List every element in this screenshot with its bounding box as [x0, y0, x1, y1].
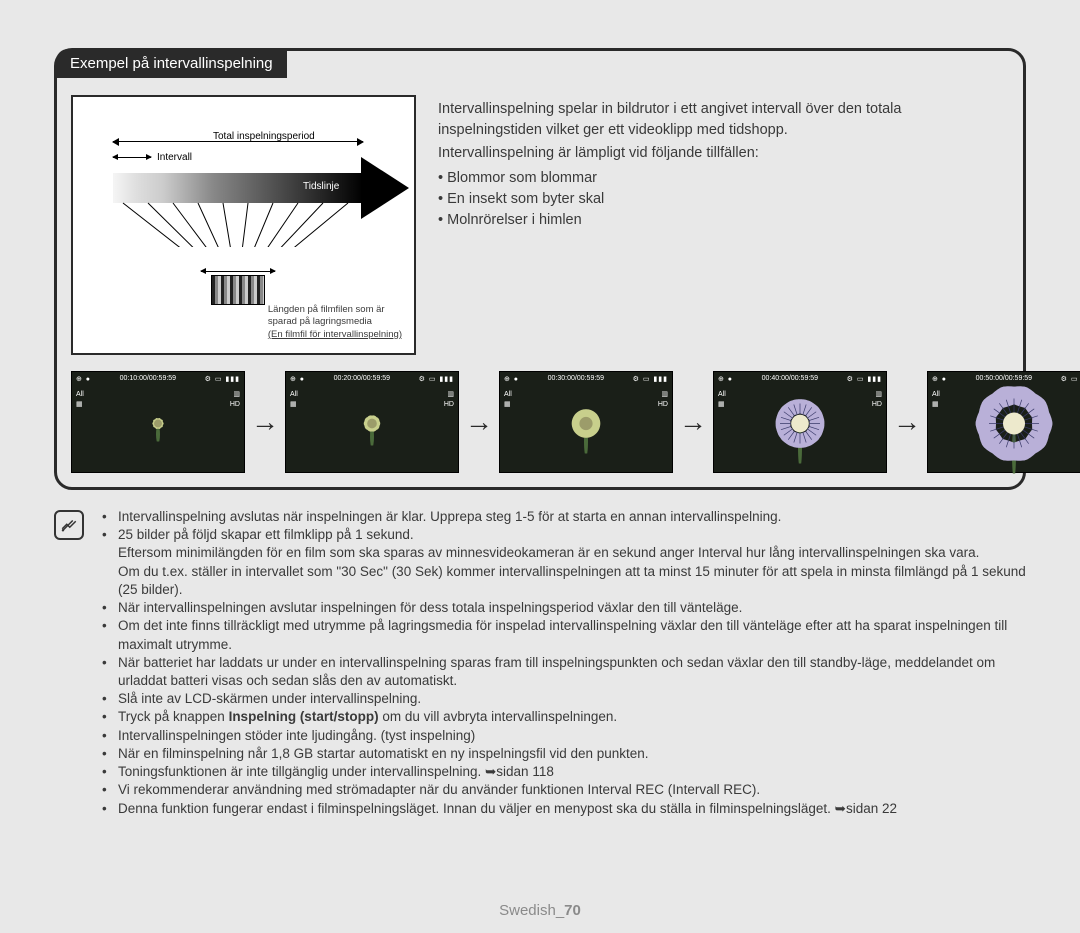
note-item: När intervallinspelningen avslutar inspe…	[102, 599, 1026, 617]
note-item: 25 bilder på följd skapar ett filmklipp …	[102, 526, 1026, 599]
bullet-1: En insekt som byter skal	[438, 189, 1009, 210]
file-strip	[211, 275, 265, 305]
thumbnail: ⊕ ●00:30:00/00:59:59⚙ ▭ ▮▮▮ All▦ ▥HD	[499, 371, 673, 473]
note-item: När en filminspelning når 1,8 GB startar…	[102, 745, 1026, 763]
bullet-2: Molnrörelser i himlen	[438, 210, 1009, 231]
note-item: Vi rekommenderar användning med strömada…	[102, 781, 1026, 799]
interval-diagram: Total inspelningsperiod Intervall Tidsli…	[71, 95, 416, 355]
thumbnail: ⊕ ●00:50:00/00:59:59⚙ ▭ ▮▮▮ All▦ ▥HD	[927, 371, 1080, 473]
arrow-right-icon: →	[251, 406, 279, 438]
diagram-caption: Längden på filmfilen som är sparad på la…	[268, 304, 402, 341]
footer-page: 70	[564, 902, 581, 919]
thumbnail-row: ⊕ ●00:10:00/00:59:59⚙ ▭ ▮▮▮ All▦ ▥HD → ⊕…	[71, 371, 1009, 473]
caption-line-3: (En filmfil för intervallinspelning)	[268, 329, 402, 341]
desc-bullets: Blommor som blommar En insekt som byter …	[438, 168, 1009, 231]
footer-sep: _	[556, 902, 564, 919]
example-panel: Exempel på intervallinspelning Total ins…	[54, 48, 1026, 490]
note-item: Denna funktion fungerar endast i filmins…	[102, 800, 1026, 818]
notes-section: Intervallinspelning avslutas när inspeln…	[54, 508, 1026, 818]
note-icon	[54, 510, 84, 540]
panel-top-row: Total inspelningsperiod Intervall Tidsli…	[71, 95, 1009, 355]
fan-lines	[73, 97, 373, 247]
page-footer: Swedish_70	[0, 902, 1080, 919]
thumbnail: ⊕ ●00:20:00/00:59:59⚙ ▭ ▮▮▮ All▦ ▥HD	[285, 371, 459, 473]
caption-line-1: Längden på filmfilen som är	[268, 304, 402, 316]
arrow-right-icon: →	[465, 406, 493, 438]
footer-lang: Swedish	[499, 902, 556, 919]
desc-p1: Intervallinspelning spelar in bildrutor …	[438, 99, 1009, 141]
description-column: Intervallinspelning spelar in bildrutor …	[438, 95, 1009, 355]
arrow-right-icon: →	[679, 406, 707, 438]
arrow-right-icon: →	[893, 406, 921, 438]
thumbnail: ⊕ ●00:10:00/00:59:59⚙ ▭ ▮▮▮ All▦ ▥HD	[71, 371, 245, 473]
note-item: Om det inte finns tillräckligt med utrym…	[102, 617, 1026, 653]
caption-line-2: sparad på lagringsmedia	[268, 316, 402, 328]
panel-title: Exempel på intervallinspelning	[56, 49, 287, 78]
note-item: Intervallinspelning avslutas när inspeln…	[102, 508, 1026, 526]
note-item: Toningsfunktionen är inte tillgänglig un…	[102, 763, 1026, 781]
notes-list: Intervallinspelning avslutas när inspeln…	[102, 508, 1026, 818]
bullet-0: Blommor som blommar	[438, 168, 1009, 189]
note-item: Tryck på knappen Inspelning (start/stopp…	[102, 708, 1026, 726]
file-length-arrow	[201, 271, 275, 272]
note-item: När batteriet har laddats ur under en in…	[102, 654, 1026, 690]
desc-p2: Intervallinspelning är lämpligt vid följ…	[438, 143, 1009, 164]
note-item: Intervallinspelningen stöder inte ljudin…	[102, 727, 1026, 745]
thumbnail: ⊕ ●00:40:00/00:59:59⚙ ▭ ▮▮▮ All▦ ▥HD	[713, 371, 887, 473]
note-item: Slå inte av LCD-skärmen under intervalli…	[102, 690, 1026, 708]
